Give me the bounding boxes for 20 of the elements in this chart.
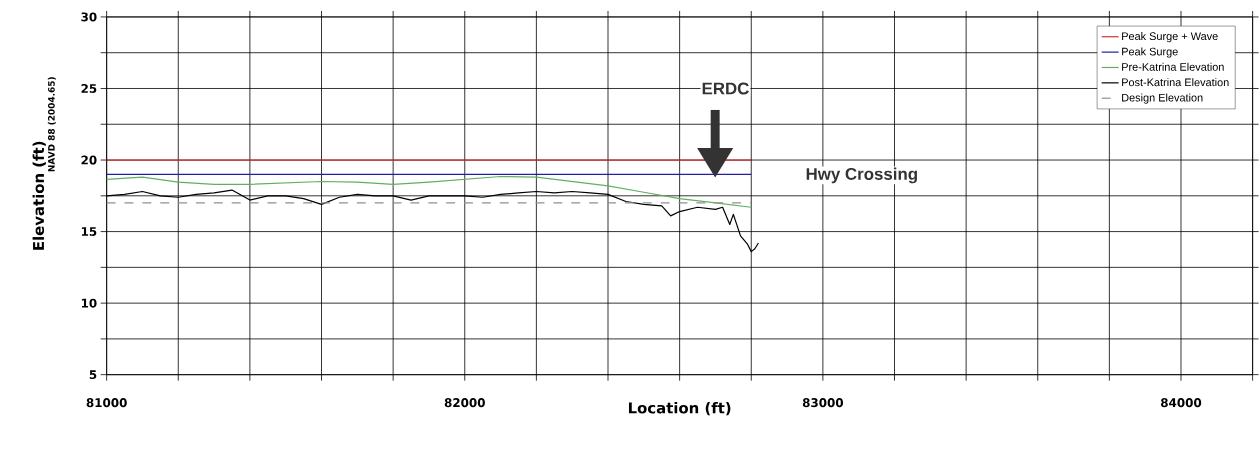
legend-label: Peak Surge	[1122, 47, 1178, 58]
x-tick-label: 84000	[1161, 397, 1202, 407]
y-tick-label: 25	[81, 83, 97, 93]
x-tick-label: 82000	[444, 397, 485, 407]
y-tick-label: 5	[89, 370, 97, 379]
x-tick-label: 81000	[86, 397, 127, 407]
legend-label: Peak Surge + Wave	[1122, 31, 1218, 43]
x-axis-title: Location (ft)	[628, 401, 731, 416]
y-tick-label: 20	[81, 155, 97, 165]
legend-label: Design Elevation	[1122, 93, 1203, 104]
x-tick-label: 83000	[802, 397, 844, 407]
legend-label: Post-Katrina Elevation	[1122, 77, 1229, 86]
text: NAVD 88 (2004.65)	[47, 77, 56, 172]
y-tick-label: 15	[81, 226, 97, 236]
annotation: ERDC	[702, 82, 749, 95]
legend-label: Pre-Katrina Elevation	[1122, 62, 1224, 71]
annotation: Hwy Crossing	[806, 167, 917, 184]
y-tick-label: 10	[81, 298, 97, 308]
y-tick-label: 30	[81, 12, 97, 22]
y-axis-title: Elevation (ft)	[32, 141, 46, 250]
